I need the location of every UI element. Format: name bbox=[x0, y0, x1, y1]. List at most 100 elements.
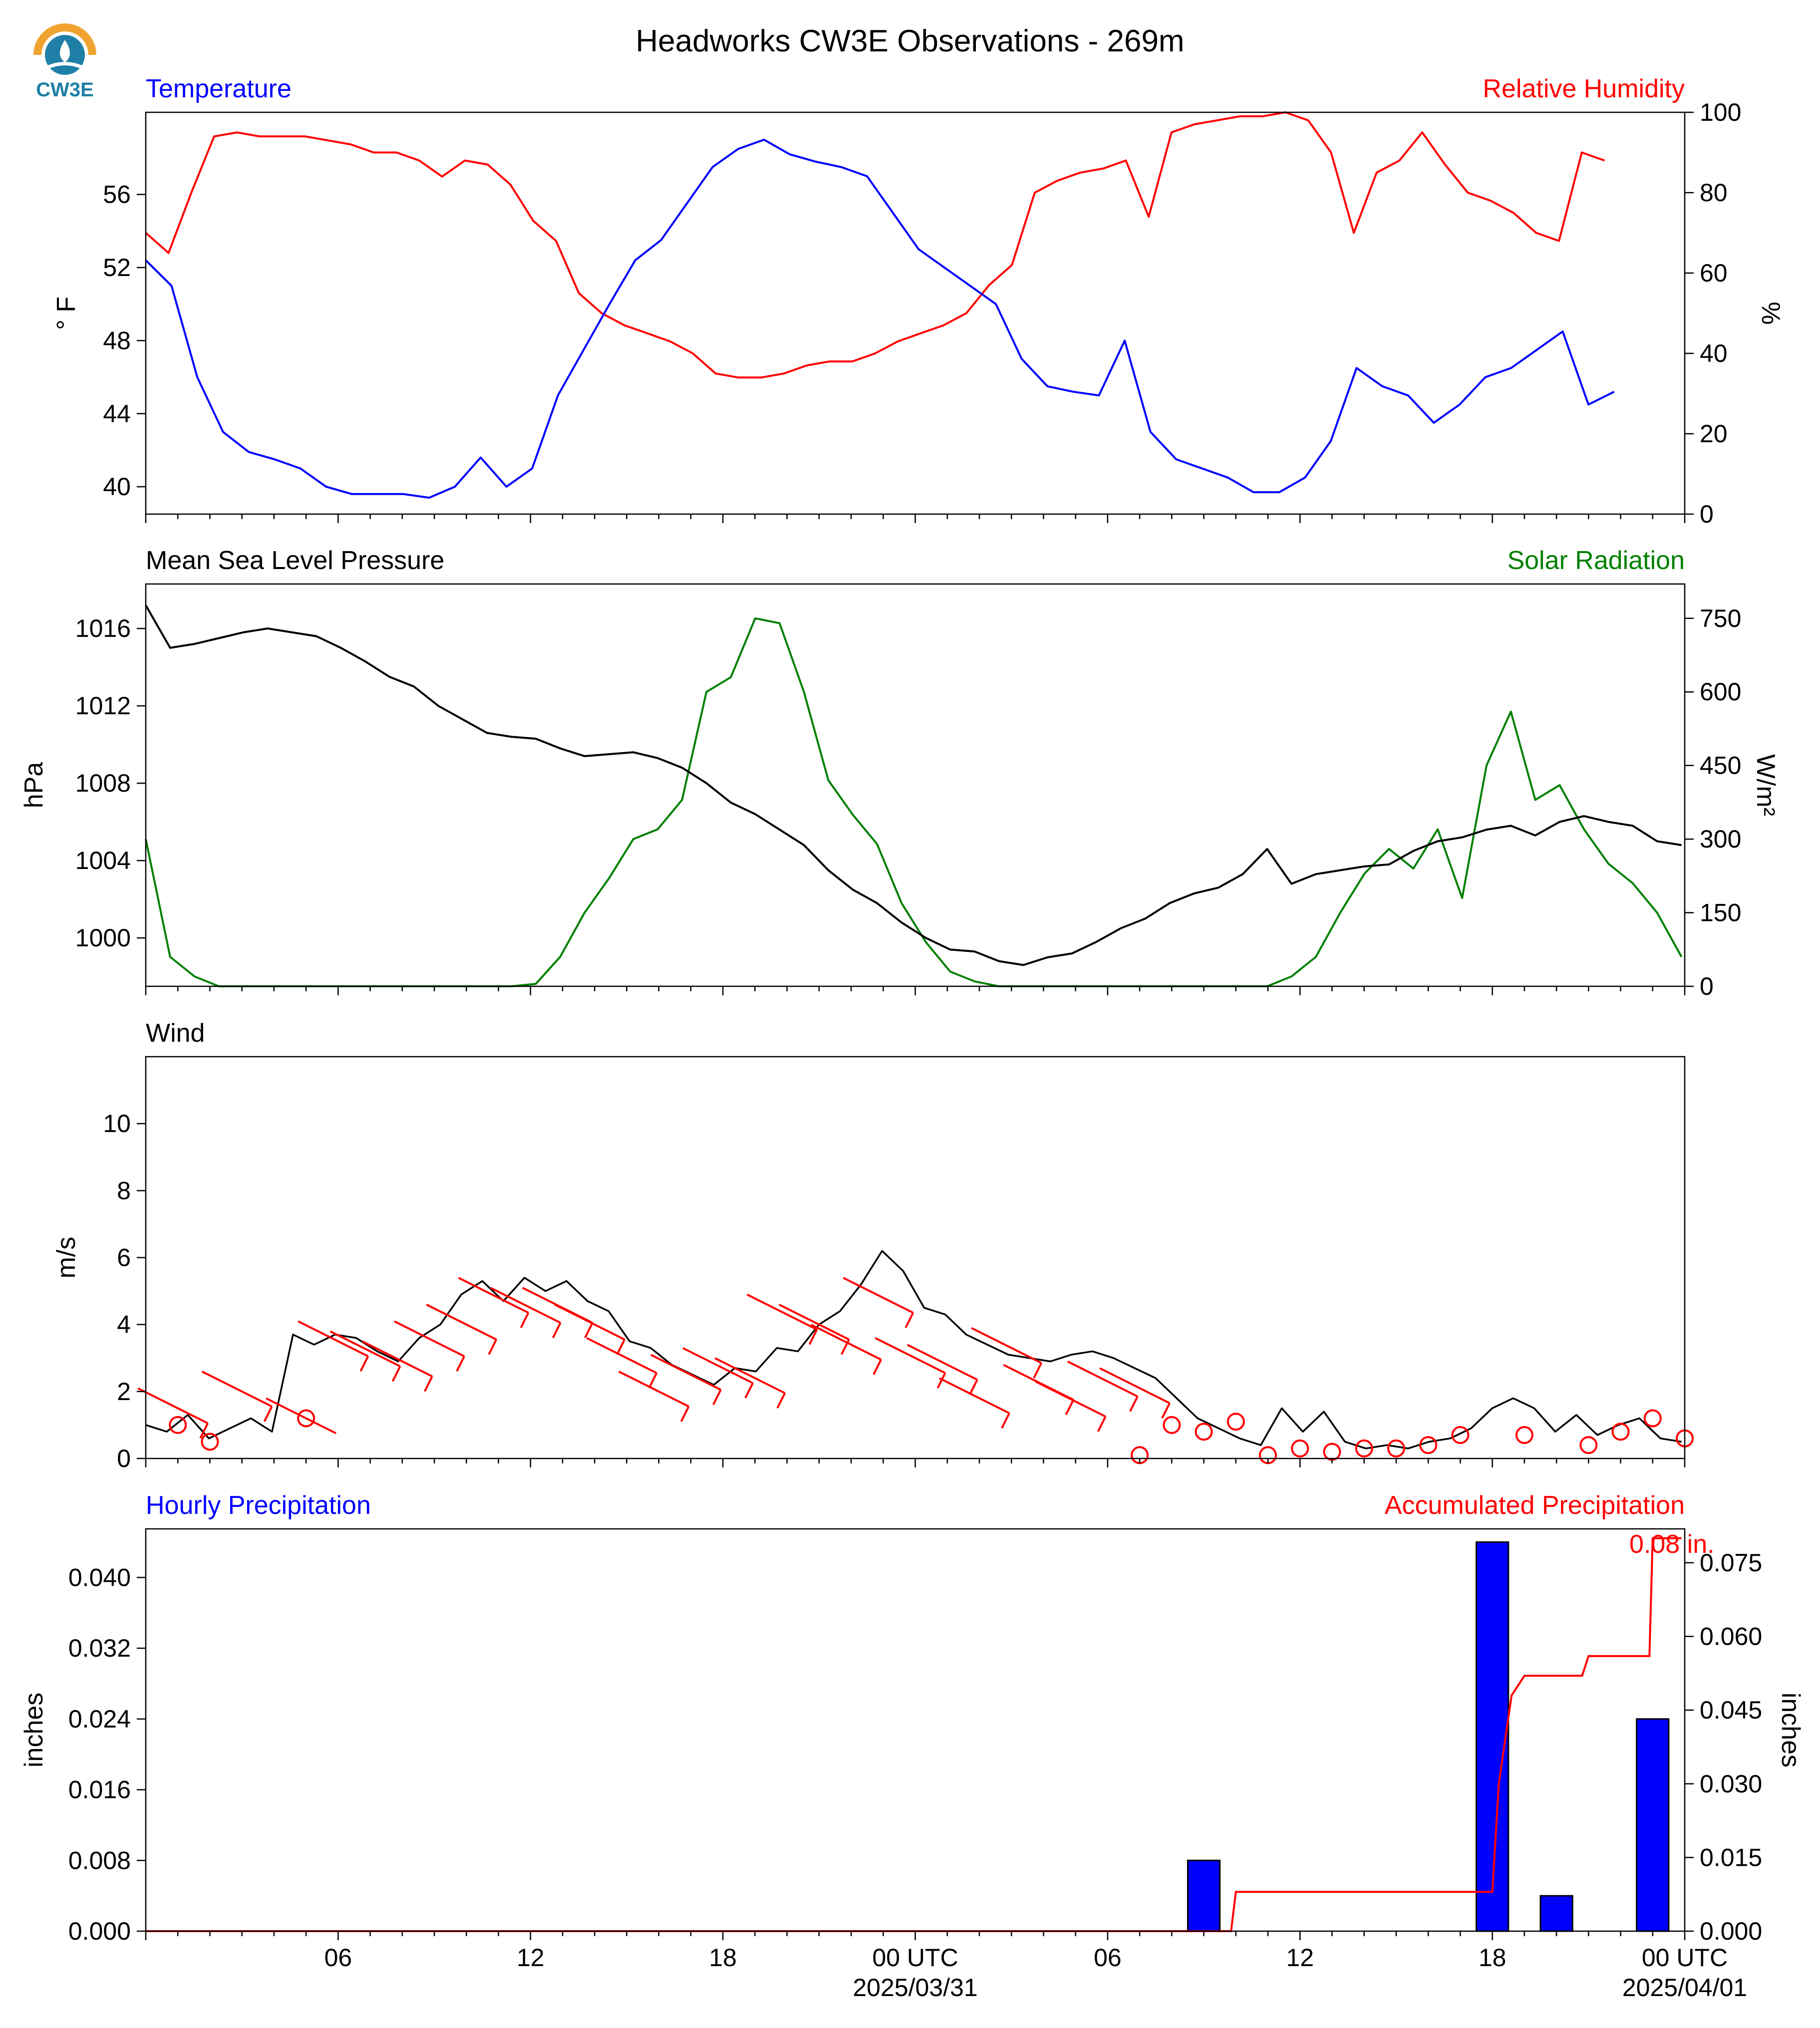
panel-title: Temperature bbox=[146, 74, 292, 103]
y-right-tick-label: 0 bbox=[1700, 972, 1714, 1000]
wind-barb bbox=[1099, 1367, 1170, 1404]
wind-barb-flag bbox=[391, 1366, 401, 1382]
wind-barb-flag bbox=[616, 1339, 625, 1355]
wind-barb bbox=[329, 1330, 401, 1368]
wind-barb bbox=[714, 1357, 786, 1394]
calm-wind-circle bbox=[201, 1433, 219, 1451]
wind-barb-flag bbox=[263, 1406, 273, 1422]
wind-barb-flag bbox=[936, 1372, 946, 1389]
y-right-tick-label: 40 bbox=[1700, 339, 1728, 367]
calm-wind-circle bbox=[1226, 1413, 1245, 1431]
wind-barb-flag bbox=[584, 1322, 594, 1339]
wind-barb bbox=[426, 1303, 497, 1341]
y-right-tick-label: 100 bbox=[1700, 98, 1741, 126]
calm-wind-circle bbox=[1355, 1439, 1373, 1457]
date-label: 2025/03/31 bbox=[853, 1974, 977, 2002]
wind-barb bbox=[939, 1377, 1010, 1415]
wind-barb bbox=[554, 1303, 625, 1341]
x-tick-label: 12 bbox=[1286, 1944, 1314, 1972]
temperature-humidity-panel: 40 44 48 52 56 0 20 40 60 80 100 Temperature Relativ… bbox=[52, 74, 1785, 528]
x-tick-label: 18 bbox=[709, 1944, 737, 1972]
wind-barb-flag bbox=[199, 1423, 209, 1439]
y-right-tick-label: 0.015 bbox=[1700, 1843, 1762, 1871]
logo-drop-icon bbox=[60, 40, 70, 62]
y-tick-label: 4 bbox=[117, 1311, 131, 1339]
y-tick-label: 0.000 bbox=[68, 1917, 131, 1945]
panel-title-right: Relative Humidity bbox=[1483, 74, 1685, 103]
y-right-tick-label: 450 bbox=[1700, 752, 1741, 780]
x-tick-label: 06 bbox=[324, 1944, 352, 1972]
calm-wind-circle bbox=[1579, 1436, 1598, 1454]
wind-barb bbox=[394, 1320, 465, 1357]
wind-barb-flag bbox=[648, 1372, 658, 1389]
x-tick-label: 12 bbox=[517, 1944, 545, 1972]
y-tick-label: 1008 bbox=[75, 769, 131, 797]
wind-barb-flag bbox=[488, 1339, 498, 1355]
y-tick-label: 0.032 bbox=[68, 1634, 131, 1662]
y-tick-label: 0.024 bbox=[68, 1705, 131, 1733]
wind-barb-flag bbox=[1129, 1396, 1139, 1412]
wind-barb-flag bbox=[1161, 1403, 1171, 1419]
calm-wind-circle bbox=[169, 1416, 187, 1434]
y-tick-label: 52 bbox=[103, 254, 131, 282]
wind-barb-flag bbox=[1097, 1416, 1107, 1432]
y-tick-label: 10 bbox=[103, 1110, 131, 1138]
y-tick-label: 40 bbox=[103, 473, 131, 501]
total-precip-label: 0.08 in. bbox=[1629, 1530, 1715, 1559]
relative-humidity-line bbox=[145, 111, 1605, 379]
wind-barb bbox=[746, 1293, 818, 1331]
y-right-tick-label: 0.030 bbox=[1700, 1770, 1762, 1798]
wind-barb-flag bbox=[680, 1406, 690, 1422]
panel-title-right: Accumulated Precipitation bbox=[1385, 1491, 1685, 1520]
y-axis-label: inches bbox=[19, 1693, 48, 1767]
wind-barb-flag bbox=[424, 1376, 433, 1392]
y-right-tick-label: 750 bbox=[1700, 604, 1741, 632]
y-right-tick-label: 600 bbox=[1700, 678, 1741, 706]
pressure-solar-panel: 1000 1004 1008 1012 1016 0 150 300 450 600 750 Mean… bbox=[19, 546, 1780, 1000]
calm-wind-circle bbox=[1195, 1423, 1213, 1441]
wind-barb-flag bbox=[968, 1379, 978, 1396]
calm-wind-circle bbox=[1611, 1423, 1630, 1441]
wind-barb bbox=[971, 1327, 1042, 1364]
logo-wave-icon bbox=[46, 62, 83, 69]
wind-barb bbox=[137, 1387, 209, 1425]
wind-barb bbox=[1035, 1381, 1106, 1418]
calm-wind-circle bbox=[1387, 1439, 1405, 1457]
panel-title: Mean Sea Level Pressure bbox=[146, 546, 444, 575]
panel-title-right: Solar Radiation bbox=[1507, 546, 1685, 575]
y-right-tick-label: 0.000 bbox=[1700, 1917, 1762, 1945]
accumulated-precip-line bbox=[146, 1537, 1682, 1932]
y-right-tick-label: 60 bbox=[1700, 259, 1728, 287]
pressure-line bbox=[145, 604, 1682, 966]
wind-barb-flag bbox=[520, 1312, 530, 1328]
wind-barb-flag bbox=[456, 1356, 465, 1372]
wind-barb-flag bbox=[744, 1382, 754, 1399]
y-axis-label-right: % bbox=[1756, 301, 1785, 324]
wind-barb bbox=[843, 1277, 914, 1314]
wind-barb bbox=[875, 1337, 946, 1374]
logo-sun-arc-icon bbox=[33, 23, 96, 55]
y-tick-label: 1004 bbox=[75, 847, 131, 874]
wind-speed-line bbox=[145, 1250, 1682, 1449]
wind-barb bbox=[811, 1324, 882, 1361]
wind-barb-flag bbox=[808, 1329, 818, 1345]
hourly-precip-bar bbox=[1539, 1895, 1573, 1932]
y-tick-label: 56 bbox=[103, 181, 131, 209]
wind-barb-flag bbox=[712, 1389, 722, 1406]
hourly-precip-bar bbox=[1187, 1859, 1221, 1932]
y-tick-label: 0 bbox=[117, 1445, 131, 1472]
wind-barb-flag bbox=[776, 1393, 786, 1409]
y-right-tick-label: 150 bbox=[1700, 899, 1741, 927]
wind-barb-flag bbox=[359, 1356, 369, 1372]
wind-barb bbox=[682, 1347, 754, 1384]
date-label: 2025/04/01 bbox=[1622, 1974, 1747, 2002]
temperature-line bbox=[145, 138, 1615, 499]
y-axis-label-right: inches bbox=[1776, 1693, 1805, 1767]
precipitation-panel: 0.08 in. 0.000 0.008 0.016 0.024 0.032 0.040 0.… bbox=[19, 1491, 1805, 2002]
wind-barb bbox=[361, 1340, 433, 1378]
wind-barb bbox=[201, 1371, 273, 1408]
y-tick-label: 6 bbox=[117, 1244, 131, 1272]
wind-barb bbox=[1067, 1360, 1138, 1398]
